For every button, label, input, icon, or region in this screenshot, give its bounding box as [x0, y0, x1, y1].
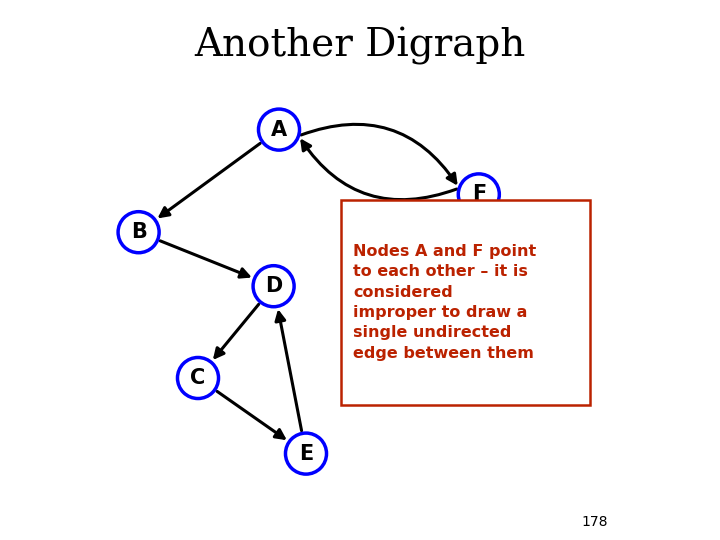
FancyArrowPatch shape [301, 124, 456, 183]
Text: D: D [265, 276, 282, 296]
FancyArrowPatch shape [160, 143, 260, 217]
Circle shape [459, 174, 500, 215]
FancyBboxPatch shape [341, 200, 590, 405]
Circle shape [253, 266, 294, 307]
Circle shape [177, 357, 219, 399]
Circle shape [118, 212, 159, 253]
FancyArrowPatch shape [215, 304, 258, 357]
Circle shape [285, 433, 327, 474]
Circle shape [258, 109, 300, 150]
Text: E: E [299, 443, 313, 464]
Text: A: A [271, 119, 287, 140]
Text: 178: 178 [582, 515, 608, 529]
FancyArrowPatch shape [161, 241, 249, 277]
Text: Another Digraph: Another Digraph [194, 27, 526, 65]
Text: Nodes A and F point
to each other – it is
considered
improper to draw a
single u: Nodes A and F point to each other – it i… [353, 244, 536, 361]
FancyArrowPatch shape [217, 392, 284, 438]
Text: F: F [472, 184, 486, 205]
Text: B: B [130, 222, 147, 242]
Text: C: C [190, 368, 206, 388]
FancyArrowPatch shape [276, 313, 302, 431]
FancyArrowPatch shape [302, 141, 456, 200]
